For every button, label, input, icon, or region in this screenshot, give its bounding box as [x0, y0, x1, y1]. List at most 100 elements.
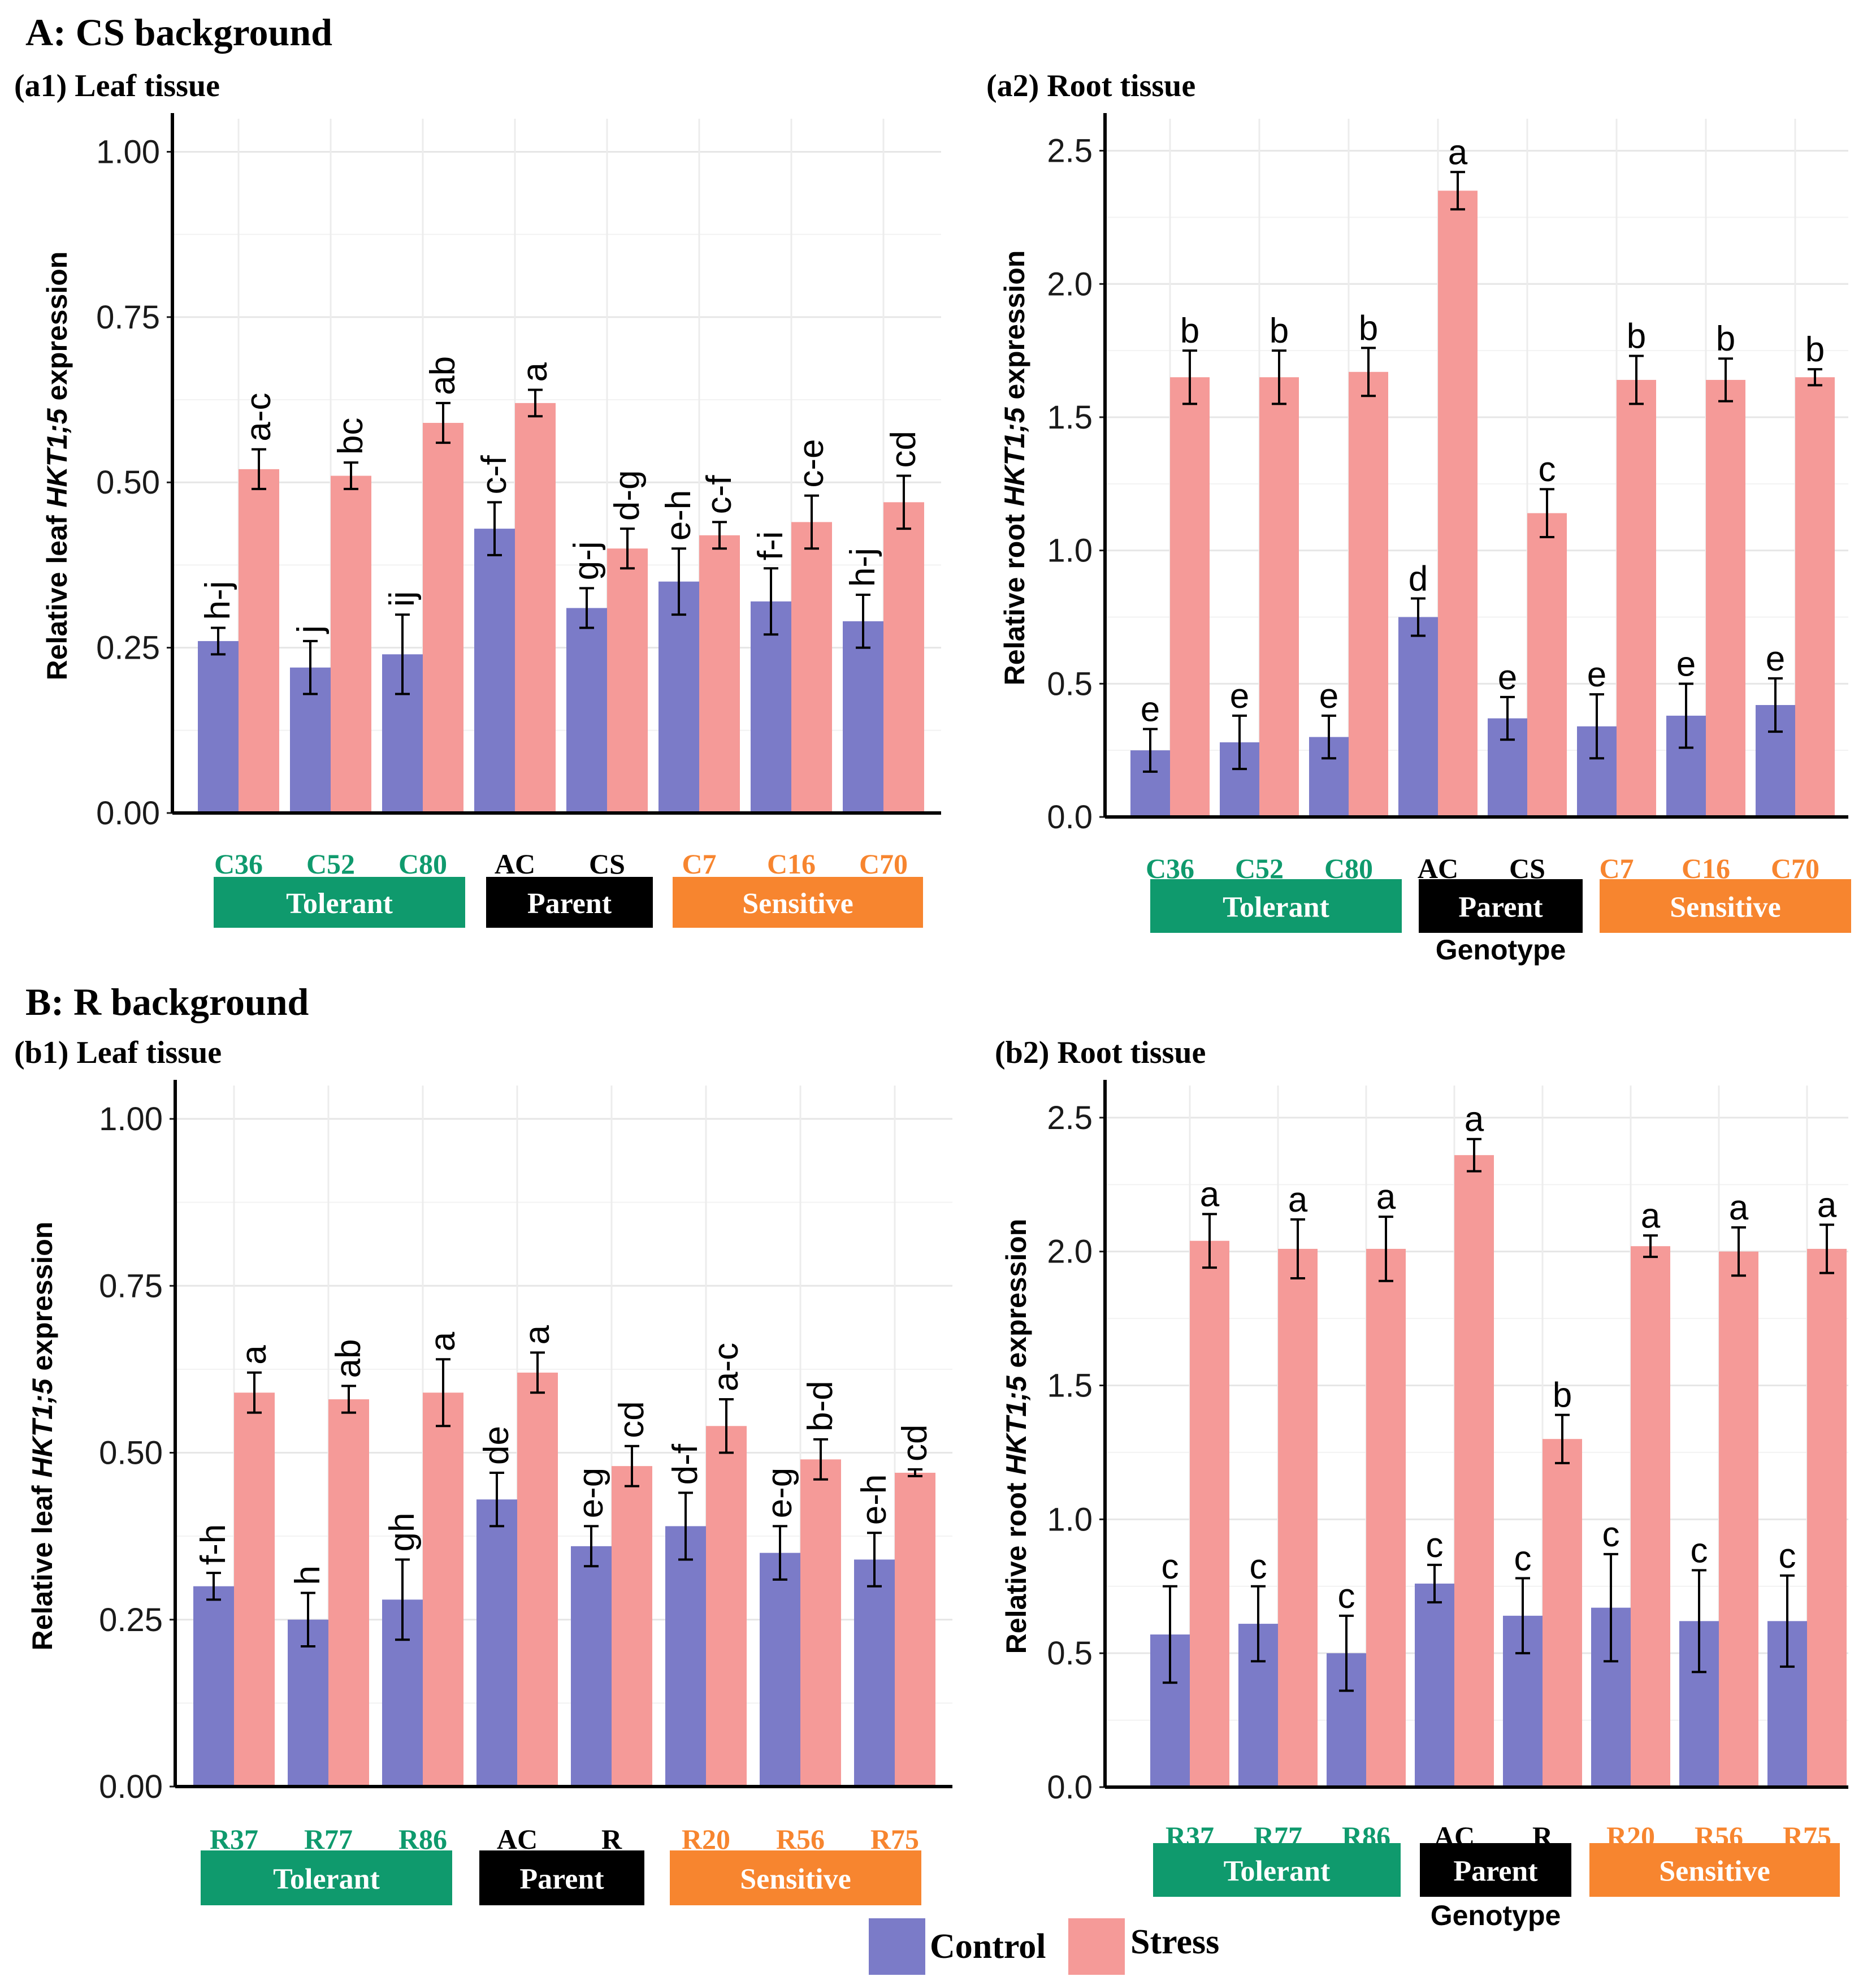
category-label: C70	[1771, 853, 1819, 884]
stress-bar	[1807, 1248, 1847, 1787]
category-label: AC	[497, 1823, 538, 1855]
significance-letter: a	[235, 1345, 274, 1365]
control-bar	[1415, 1584, 1454, 1787]
panel-a1: (a1) Leaf tissue 0.00 0.25 0.50 0.75 1.00 Rela…	[14, 68, 941, 928]
y-tick-label: 0.50	[99, 1435, 163, 1472]
y-tick-label: 0.25	[99, 1602, 163, 1638]
significance-letter: d-g	[608, 470, 647, 521]
tolerant-group-label: Tolerant	[1224, 1856, 1331, 1888]
y-tick-label: 0.75	[96, 299, 160, 336]
stress-bar	[1719, 1251, 1758, 1787]
control-bar	[751, 601, 791, 813]
y-tick-label: 0.0	[1047, 1769, 1093, 1806]
y-tick-label: 1.5	[1047, 1368, 1093, 1404]
y-tick-label: 0.00	[96, 795, 160, 832]
category-label: CS	[1509, 853, 1545, 884]
significance-letter: c-f	[700, 475, 739, 514]
stress-bar	[328, 1399, 369, 1787]
stress-bar	[1366, 1248, 1406, 1787]
significance-letter: a	[1817, 1186, 1837, 1225]
stress-bar	[883, 502, 924, 813]
significance-letter: a	[1376, 1178, 1396, 1217]
category-label: R20	[682, 1823, 730, 1855]
significance-letter: a	[423, 1331, 462, 1351]
y-tick-label: 1.00	[99, 1101, 163, 1138]
significance-letter: b	[1553, 1376, 1572, 1415]
x-axis-label: Genotype	[1431, 1900, 1561, 1931]
y-axis-label: Relative leaf HKT1;5 expression	[41, 252, 73, 681]
stress-bar	[1349, 371, 1388, 817]
parent-group-label: Parent	[1458, 892, 1543, 924]
significance-letter: a-c	[707, 1343, 746, 1391]
significance-letter: cd	[612, 1401, 651, 1438]
significance-letter: e	[1498, 658, 1517, 697]
legend-control-swatch	[869, 1918, 925, 1975]
significance-letter: c	[1539, 450, 1556, 489]
significance-letter: e	[1766, 639, 1785, 678]
x-axis-label: Genotype	[1436, 934, 1566, 966]
stress-bar	[234, 1392, 275, 1787]
parent-group-label: Parent	[1453, 1856, 1538, 1888]
tolerant-group-box	[1153, 1843, 1401, 1897]
significance-letter: b	[1359, 309, 1378, 348]
significance-letter: a	[1729, 1188, 1749, 1227]
category-label: C16	[1682, 853, 1730, 884]
significance-letter: c	[1250, 1547, 1267, 1586]
control-bar	[193, 1586, 234, 1787]
category-label: C80	[1324, 853, 1373, 884]
significance-letter: e	[1230, 677, 1249, 716]
y-tick-label: 0.0	[1047, 799, 1093, 836]
control-bar	[1398, 617, 1438, 817]
section-a-title: A: CS background	[25, 11, 332, 54]
parent-group-box	[479, 1850, 644, 1905]
significance-letter: c-f	[475, 455, 514, 495]
category-label: C80	[398, 848, 447, 880]
category-label: C7	[1599, 853, 1634, 884]
tolerant-group-box	[201, 1850, 452, 1905]
significance-letter: ij	[383, 591, 422, 607]
stress-bar	[1795, 377, 1835, 817]
category-label: R37	[210, 1823, 258, 1855]
panel-title: (b2) Root tissue	[995, 1035, 1206, 1070]
category-label: C36	[214, 848, 263, 880]
parent-group-box	[1420, 1843, 1571, 1897]
stress-bar	[515, 403, 556, 813]
significance-letter: a	[1288, 1180, 1308, 1219]
significance-letter: e-g	[760, 1468, 799, 1519]
category-label: AC	[1418, 853, 1458, 884]
significance-letter: gh	[383, 1513, 422, 1552]
significance-letter: c	[1426, 1526, 1444, 1565]
legend-control-label: Control	[930, 1927, 1046, 1966]
significance-letter: e	[1676, 645, 1696, 684]
significance-letter: d	[1409, 559, 1428, 598]
significance-letter: a	[1641, 1196, 1661, 1235]
significance-letter: h	[288, 1565, 327, 1585]
significance-letter: a	[1448, 133, 1468, 172]
y-tick-label: 1.0	[1047, 1501, 1093, 1538]
significance-letter: cd	[884, 431, 923, 468]
tolerant-group-label: Tolerant	[273, 1863, 380, 1896]
significance-letter: ab	[423, 356, 462, 395]
stress-bar	[423, 1392, 463, 1787]
significance-letter: b	[1270, 312, 1289, 351]
stress-bar	[1278, 1248, 1318, 1787]
y-axis-label: Relative root HKT1;5 expression	[1000, 1219, 1032, 1654]
significance-letter: b	[1805, 330, 1825, 369]
stress-bar	[1631, 1246, 1670, 1787]
significance-letter: a	[515, 362, 554, 382]
category-label: R56	[776, 1823, 825, 1855]
stress-bar	[706, 1426, 747, 1787]
significance-letter: a	[1465, 1100, 1484, 1139]
significance-letter: b	[1627, 317, 1646, 356]
section-b-title: B: R background	[25, 980, 309, 1023]
panel-a2: (a2) Root tissue 0.0 0.5 1.0 1.5 2.0 2.5 Relati…	[986, 68, 1851, 966]
significance-letter: bc	[331, 418, 370, 455]
significance-letter: ab	[329, 1339, 368, 1378]
parent-group-label: Parent	[519, 1863, 604, 1896]
category-label: CS	[589, 848, 625, 880]
significance-letter: b-d	[801, 1381, 840, 1432]
y-axis-label: Relative leaf HKT1;5 expression	[27, 1222, 58, 1651]
significance-letter: e	[1587, 655, 1606, 694]
